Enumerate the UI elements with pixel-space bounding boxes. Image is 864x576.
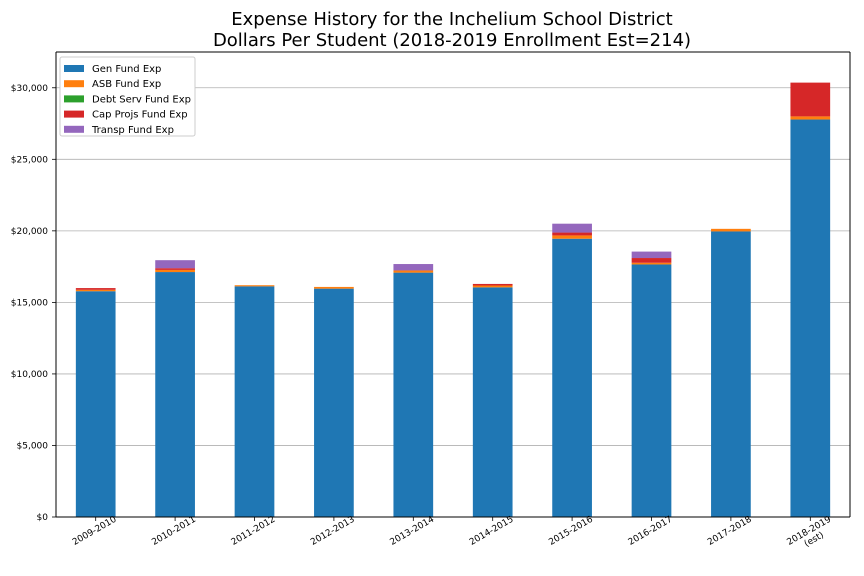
y-tick-label: $0 <box>37 513 49 523</box>
x-tick-label: 2009-2010 <box>71 515 119 548</box>
x-tick-label: 2011-2012 <box>230 515 277 548</box>
y-tick-label: $30,000 <box>11 84 48 94</box>
bar-segment-0 <box>234 286 275 517</box>
legend-swatch-3 <box>64 110 84 118</box>
bar-segment-1 <box>631 262 672 265</box>
bar-segment-1 <box>314 286 354 289</box>
bar-segment-0 <box>75 291 116 517</box>
chart-subtitle: Dollars Per Student (2018-2019 Enrollmen… <box>213 30 691 51</box>
legend-label-1: ASB Fund Exp <box>92 79 161 90</box>
x-tick-label-line: 2013-2014 <box>389 515 437 548</box>
y-tick-label: $15,000 <box>11 298 48 308</box>
bar-segment-1 <box>234 285 275 287</box>
legend-label-0: Gen Fund Exp <box>92 64 161 75</box>
x-tick-label: 2016-2017 <box>627 515 674 548</box>
bar-segment-0 <box>155 272 195 517</box>
bar-segment-1 <box>393 270 434 273</box>
x-tick-label: 2018-2019(est) <box>786 515 839 557</box>
bars-layer <box>75 82 831 518</box>
x-tick-label-line: 2010-2011 <box>150 515 197 548</box>
x-tick-labels: 2009-2010 2010-2011 2011-2012 2012-2013 2013… <box>71 515 839 557</box>
legend-swatch-1 <box>64 80 84 88</box>
bar-segment-0 <box>711 231 751 518</box>
legend-swatch-0 <box>64 65 84 72</box>
bar-segment-4 <box>155 260 195 269</box>
bar-segment-3 <box>75 288 116 290</box>
bar-segment-3 <box>631 258 672 263</box>
axes-layer <box>55 51 851 518</box>
y-tick-labels: $0 $5,000 $10,000 $15,000 $20,000 $25,000 $30,… <box>11 84 56 523</box>
bar-segment-4 <box>393 264 434 271</box>
x-tick-label-line: 2015-2016 <box>547 515 595 548</box>
x-tick-label-line: 2016-2017 <box>627 515 674 548</box>
x-tick-label-line: 2012-2013 <box>309 515 356 548</box>
x-tick-label-line: 2009-2010 <box>71 515 119 548</box>
x-tick-label: 2017-2018 <box>706 515 754 548</box>
bar-segment-4 <box>631 251 672 259</box>
x-tick-label-line: 2011-2012 <box>230 515 277 548</box>
y-tick-label: $5,000 <box>17 441 49 451</box>
x-tick-label-line: 2014-2015 <box>468 515 515 548</box>
legend-swatch-2 <box>64 95 84 103</box>
x-tick-label: 2012-2013 <box>309 515 356 548</box>
legend: Gen Fund Exp ASB Fund Exp Debt Serv Fund E… <box>59 56 196 137</box>
legend-label-2: Debt Serv Fund Exp <box>92 94 191 105</box>
bar-segment-0 <box>790 119 831 517</box>
bar-segment-4 <box>552 223 592 233</box>
legend-box <box>59 56 196 137</box>
bar-segment-1 <box>472 285 513 288</box>
bar-segment-1 <box>552 235 592 239</box>
bar-segment-3 <box>155 268 195 270</box>
x-tick-label: 2013-2014 <box>389 515 437 548</box>
x-tick-label: 2015-2016 <box>547 515 595 548</box>
bar-segment-0 <box>631 264 672 517</box>
chart-title: Expense History for the Inchelium School… <box>231 9 673 30</box>
x-tick-label-line: 2017-2018 <box>706 515 754 548</box>
bar-segment-0 <box>472 287 513 517</box>
legend-label-3: Cap Projs Fund Exp <box>92 110 188 121</box>
bar-segment-1 <box>155 269 195 273</box>
bar-segment-0 <box>552 238 592 517</box>
y-tick-label: $25,000 <box>11 155 48 165</box>
bar-segment-3 <box>552 232 592 236</box>
bar-segment-1 <box>711 228 751 232</box>
y-tick-label: $10,000 <box>11 370 48 380</box>
x-tick-label: 2014-2015 <box>468 515 515 548</box>
bar-segment-3 <box>472 283 513 286</box>
bar-segment-1 <box>790 116 831 120</box>
bar-segment-0 <box>314 288 354 517</box>
legend-label-4: Transp Fund Exp <box>91 125 174 136</box>
bar-segment-3 <box>790 82 831 117</box>
y-tick-label: $20,000 <box>11 227 48 237</box>
legend-swatch-4 <box>64 125 84 133</box>
x-tick-label: 2010-2011 <box>150 515 197 548</box>
bar-segment-1 <box>75 289 116 292</box>
bar-segment-0 <box>393 272 434 517</box>
